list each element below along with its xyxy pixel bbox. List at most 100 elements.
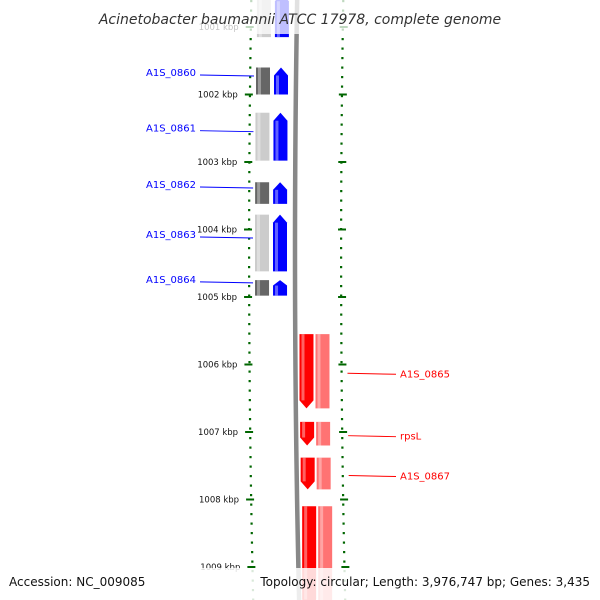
outer-track-dot (340, 380, 343, 383)
inner-track-dot (248, 275, 251, 278)
outer-track-dot (343, 551, 346, 554)
gene-arrow-shine (304, 506, 308, 600)
inner-track-dot (248, 95, 252, 98)
gene-label: A1S_0861 (146, 124, 196, 135)
inner-track-dot (248, 389, 251, 392)
outer-track-dot (340, 361, 343, 364)
inner-track-dot (250, 513, 253, 516)
outer-track-dot (340, 247, 343, 250)
feature-block (315, 334, 330, 409)
inner-track-dot (248, 294, 251, 297)
gene-label: A1S_0867 (400, 472, 450, 483)
inner-track-dot (250, 522, 253, 525)
inner-track-dot (248, 152, 251, 155)
inner-track-dot (249, 47, 252, 50)
inner-track-dot (249, 427, 252, 430)
inner-track-dot (249, 484, 253, 487)
inner-track-dot (249, 57, 252, 60)
gene-arrow-shine (275, 75, 279, 95)
title-backdrop (0, 0, 600, 34)
outer-track-dot (340, 370, 343, 373)
label-leader-line (199, 236, 254, 239)
feature-block (255, 112, 270, 161)
label-leader-line (199, 74, 255, 77)
feature-block (316, 421, 331, 446)
feature-block-shine (318, 457, 322, 490)
outer-track-dot (340, 190, 343, 193)
map-title: Acinetobacter baumannii ATCC 17978, comp… (98, 12, 501, 28)
inner-track-dot (251, 551, 254, 554)
kbp-tick-label: 1008 kbp (199, 496, 239, 506)
inner-track-dot (248, 190, 251, 193)
outer-track-dot (341, 76, 344, 79)
inner-track-dot (249, 494, 253, 497)
inner-track-dot (248, 256, 251, 259)
feature-block-shine (320, 506, 324, 600)
inner-track-dot (248, 247, 251, 250)
inner-track-dot (248, 399, 251, 402)
outer-track-dot (340, 171, 343, 174)
outer-track-dot (340, 351, 343, 354)
gene-arrow-shine (275, 120, 279, 161)
inner-track-dot (248, 361, 251, 364)
inner-track-dot (249, 66, 252, 69)
inner-track-dot (249, 456, 252, 459)
inner-track-dot (248, 266, 251, 269)
outer-track-dot (341, 47, 344, 50)
backbone-line (292, 0, 302, 600)
gene-label: A1S_0860 (146, 68, 196, 79)
label-leader-line (199, 186, 254, 189)
outer-track-dot (340, 389, 343, 392)
gene-label: A1S_0865 (400, 369, 450, 380)
outer-track-dot (340, 237, 343, 240)
gene-label: A1S_0862 (146, 180, 196, 191)
outer-track-dot (340, 209, 343, 212)
gene-arrow-shine (302, 457, 306, 482)
outer-track-dot (340, 342, 343, 345)
inner-track-dot (248, 133, 251, 136)
outer-track-dot (341, 465, 344, 468)
inner-track-dot (250, 541, 254, 544)
inner-track-dot (248, 370, 251, 373)
genome-summary: Topology: circular; Length: 3,976,747 bp… (259, 575, 590, 589)
outer-track-dot (340, 332, 343, 335)
outer-track-dot (340, 418, 344, 421)
footer-backdrop (0, 568, 600, 600)
kbp-tick-label: 1004 kbp (197, 226, 237, 236)
inner-track-dot (248, 351, 251, 354)
kbp-tick-label: 1003 kbp (197, 158, 237, 168)
inner-track-dot (248, 304, 251, 307)
outer-track-dot (343, 560, 346, 563)
inner-track-dot (248, 171, 251, 174)
outer-track-dot (341, 38, 344, 41)
outer-track-dot (341, 484, 345, 487)
inner-track-dot (249, 475, 252, 478)
gene-arrow-shine (302, 421, 306, 438)
outer-track-dot (340, 218, 343, 221)
gene-labels: A1S_0860 A1S_0861 A1S_0862 A1S_0863 A1S_0864… (146, 68, 450, 483)
inner-track-dot (248, 418, 252, 421)
outer-track-dot (340, 275, 343, 278)
inner-track-dot (248, 342, 251, 345)
kbp-tick-label: 1007 kbp (198, 428, 238, 438)
outer-track-dot (341, 57, 344, 60)
gene-label: A1S_0863 (146, 230, 196, 241)
outer-track-dot (340, 199, 343, 202)
outer-track-dot (340, 313, 343, 316)
outer-track-dot (340, 95, 344, 98)
feature-block-shine (257, 182, 261, 204)
inner-track-dot (248, 180, 251, 183)
inner-track-dot (248, 408, 252, 411)
outer-track-dot (342, 513, 345, 516)
outer-track-dot (340, 123, 343, 126)
feature-block-shine (317, 334, 321, 409)
accession-text: Accession: NC_009085 (9, 575, 145, 589)
label-leader-line (347, 372, 397, 375)
outer-track-dot (341, 456, 344, 459)
gene-arrow-shine (275, 222, 279, 272)
inner-track-dot (248, 380, 251, 383)
feature-block (255, 280, 270, 296)
gene-label: rpsL (400, 432, 422, 443)
outer-track-dot (340, 133, 343, 136)
